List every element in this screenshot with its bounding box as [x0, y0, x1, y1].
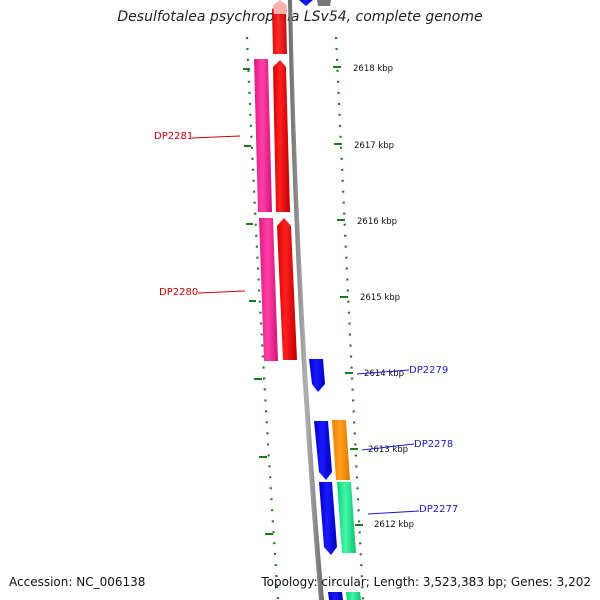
- map-title: Desulfotalea psychrophila LSv54, complet…: [117, 9, 483, 25]
- scale-labels: 2618 kbp 2617 kbp 2616 kbp 2615 kbp 2614…: [353, 64, 414, 530]
- gene-dp2277[interactable]: [319, 482, 356, 555]
- gene-dp2279-arrow[interactable]: [309, 359, 325, 392]
- gene-dp2281[interactable]: [254, 59, 290, 212]
- gene-dp2280-magenta-block[interactable]: [259, 218, 278, 361]
- label-leaders: [191, 135, 420, 515]
- gene-dp2278-orange-block[interactable]: [332, 420, 350, 480]
- gene-label-dp2278[interactable]: DP2278: [414, 439, 453, 450]
- gene-label-dp2281[interactable]: DP2281: [154, 131, 193, 142]
- scale-major-ticks: [333, 66, 363, 526]
- scale-label-2617: 2617 kbp: [354, 141, 394, 151]
- scale-label-2612: 2612 kbp: [374, 520, 414, 530]
- gene-labels: DP2281 DP2280 DP2279 DP2278 DP2277: [154, 131, 458, 515]
- scale-label-2614: 2614 kbp: [364, 369, 404, 379]
- gene-label-dp2277[interactable]: DP2277: [419, 504, 458, 515]
- gene-dp2277-blue-arrow[interactable]: [319, 482, 337, 555]
- gene-arrow-red-partial-highlight: [273, 0, 287, 14]
- genome-stats-text: Topology: circular; Length: 3,523,383 bp…: [261, 575, 591, 589]
- gene-dp2277-green-block[interactable]: [337, 482, 356, 553]
- gene-dp2281-red-arrow[interactable]: [273, 60, 290, 212]
- gene-label-dp2279[interactable]: DP2279: [409, 365, 448, 376]
- backbone: [288, 0, 331, 600]
- gene-arrow-red-partial[interactable]: [272, 4, 287, 54]
- scale-label-2615: 2615 kbp: [360, 293, 400, 303]
- gene-label-dp2280[interactable]: DP2280: [159, 287, 198, 298]
- gene-dp2280[interactable]: [259, 218, 297, 361]
- scale-label-2616: 2616 kbp: [357, 217, 397, 227]
- gene-dp2281-magenta-block[interactable]: [254, 59, 272, 212]
- inner-major-ticks: [243, 68, 273, 535]
- gene-arrow-bottom-blue-partial[interactable]: [328, 592, 343, 600]
- scale-label-2618: 2618 kbp: [353, 64, 393, 74]
- gene-dp2280-red-arrow[interactable]: [277, 218, 297, 360]
- gene-arrow-bottom-green-partial[interactable]: [346, 592, 361, 600]
- accession-text: Accession: NC_006138: [9, 575, 146, 589]
- scale-label-2613: 2613 kbp: [368, 445, 408, 455]
- gene-dp2278[interactable]: [314, 420, 350, 480]
- gene-arrow-top-partial[interactable]: [299, 0, 313, 6]
- gene-dp2278-blue-arrow[interactable]: [314, 421, 332, 480]
